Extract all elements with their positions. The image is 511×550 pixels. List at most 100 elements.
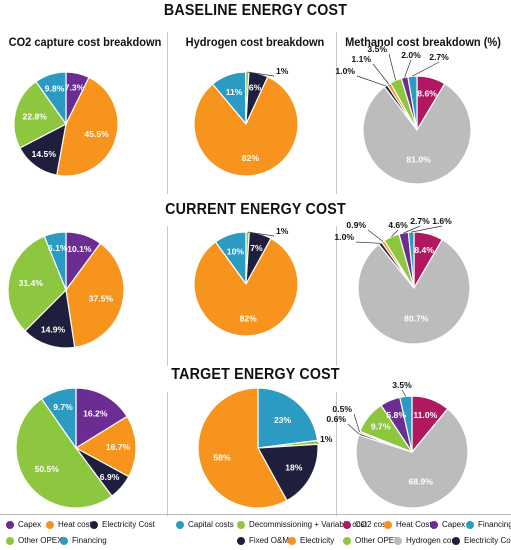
data-label: 8.4%: [414, 245, 434, 255]
legend-label: Electricity: [300, 536, 335, 545]
legend-item-electricity-cost: Electricity Cost: [452, 536, 511, 545]
legend-item-capital-costs: Capital costs: [176, 520, 234, 529]
section-title-baseline: BASELINE ENERGY COST: [163, 2, 348, 19]
legend-swatch: [394, 536, 402, 545]
legend-item-fixed-om: Fixed O&M: [237, 536, 289, 545]
legend-swatch: [343, 520, 351, 529]
leader-line: [391, 229, 399, 238]
data-label: 80.7%: [404, 314, 429, 324]
data-label: 7%: [250, 243, 263, 253]
legend-swatch: [6, 520, 14, 529]
leader-line: [412, 61, 440, 77]
legend-swatch: [237, 536, 245, 545]
data-label: 10.1%: [67, 244, 92, 254]
legend-label: Other OPEX: [355, 536, 400, 545]
data-label: 9.8%: [45, 83, 65, 93]
pie-chart-target-meoh: 11.0% 68.9% 0.6%0.5% 9.7% 5.8% 3.5%: [326, 380, 469, 509]
legend-swatch: [46, 520, 54, 529]
legend-label: Capex: [442, 520, 466, 529]
legend-swatch: [90, 520, 98, 529]
legend-label: Electricity Cost: [102, 520, 155, 529]
column-title-co2: CO2 capture cost breakdown: [8, 35, 162, 49]
pie-chart-baseline-co2: 7.3% 45.5% 14.5% 22.8% 9.8%: [13, 71, 119, 177]
divider: [167, 32, 168, 194]
data-label: 1.1%: [351, 54, 371, 64]
data-label: 50.5%: [35, 464, 60, 474]
data-label: 10%: [227, 246, 245, 256]
data-label: 5.8%: [386, 410, 406, 420]
data-label: 6%: [249, 83, 262, 93]
data-label: 4.6%: [388, 220, 408, 230]
pie-slice-financing: [40, 387, 77, 450]
legend-swatch: [176, 520, 184, 529]
pie-chart-current-meoh: 8.4% 80.7% 1.0% 0.9% 4.6% 2.7% 1.6%: [334, 216, 471, 345]
pie-chart-target-h2: 23% 1% 18% 58%: [197, 387, 333, 509]
legend-label: Financing: [72, 536, 107, 545]
data-label: 37.5%: [89, 294, 114, 304]
pie-slice-other-opex: [13, 80, 67, 149]
legend-label: Electricity Cost: [464, 536, 511, 545]
legend-swatch: [6, 536, 14, 545]
legend-swatch: [384, 520, 392, 529]
data-label: 6.9%: [100, 472, 120, 482]
legend-item-hydrogen-cost: Hydrogen cost: [394, 536, 458, 545]
leader-line: [347, 423, 360, 435]
leader-line: [388, 53, 397, 81]
leader-line: [247, 231, 275, 237]
legend-swatch: [60, 536, 68, 545]
leader-line: [372, 63, 390, 85]
legend-label: Financing: [478, 520, 511, 529]
data-label: 82%: [240, 313, 258, 323]
divider: [167, 226, 168, 366]
legend-swatch: [237, 520, 245, 529]
legend-label: Heat cost: [58, 520, 92, 529]
data-label: 31.4%: [19, 278, 44, 288]
pie-slice-other-opex: [7, 235, 67, 332]
pie-slice-financing: [35, 71, 67, 126]
pie-slice-hydrogen-cost: [355, 408, 469, 509]
pie-chart-current-h2: 10% 1% 7% 82%: [193, 226, 299, 337]
legend-item-other-opex: Other OPEX: [343, 536, 399, 545]
legend-label: Hydrogen cost: [406, 536, 458, 545]
legend-item-decommissioning-variable: Decommissioning + Variable cost: [237, 520, 367, 529]
pie-slice-fixed-o-m: [257, 443, 319, 502]
data-label: 18%: [285, 463, 303, 473]
legend-label: Capex: [18, 520, 42, 529]
section-title-target: TARGET ENERGY COST: [171, 366, 340, 383]
data-label: 9.7%: [53, 402, 73, 412]
legend-label: Capital costs: [188, 520, 234, 529]
leader-line: [401, 389, 407, 397]
data-label: 8.6%: [417, 89, 437, 99]
data-label: 7.3%: [65, 83, 85, 93]
leader-line: [356, 75, 386, 87]
legend-item-financing: Financing: [466, 520, 511, 529]
pie-slice-financing: [43, 231, 67, 291]
divider: [336, 32, 337, 194]
data-label: 82%: [242, 153, 260, 163]
legend-item-other-opex: Other OPEX: [6, 536, 62, 545]
legend-item-electricity: Electricity: [288, 536, 334, 545]
divider: [167, 392, 168, 516]
pie-slice-heat-cost: [56, 76, 119, 177]
data-label: 81.0%: [406, 155, 431, 165]
pie-slice-electricity-cost: [24, 288, 76, 349]
data-label: 16.7%: [106, 442, 131, 452]
data-label: 23%: [274, 415, 292, 425]
data-label: 2.7%: [429, 52, 449, 62]
data-label: 1%: [276, 66, 289, 76]
legend-item-heat-cost: Heat cost: [46, 520, 92, 529]
pie-chart-baseline-h2: 11% 1% 6% 82%: [193, 66, 299, 177]
legend-label: Heat Cost: [396, 520, 432, 529]
pie-chart-current-co2: 10.1% 37.5% 14.9% 31.4% 6.1%: [7, 231, 125, 349]
legend-label: CO2 cost: [355, 520, 389, 529]
data-label: 0.5%: [332, 404, 352, 414]
pie-slice-electricity: [197, 387, 288, 509]
data-label: 3.5%: [392, 380, 412, 390]
data-label: 9.7%: [371, 422, 391, 432]
legend-swatch: [452, 536, 460, 545]
data-label: 0.6%: [326, 414, 346, 424]
legend-item-heat-cost: Heat Cost: [384, 520, 432, 529]
section-title-current: CURRENT ENERGY COST: [165, 201, 346, 218]
divider: [336, 392, 337, 516]
